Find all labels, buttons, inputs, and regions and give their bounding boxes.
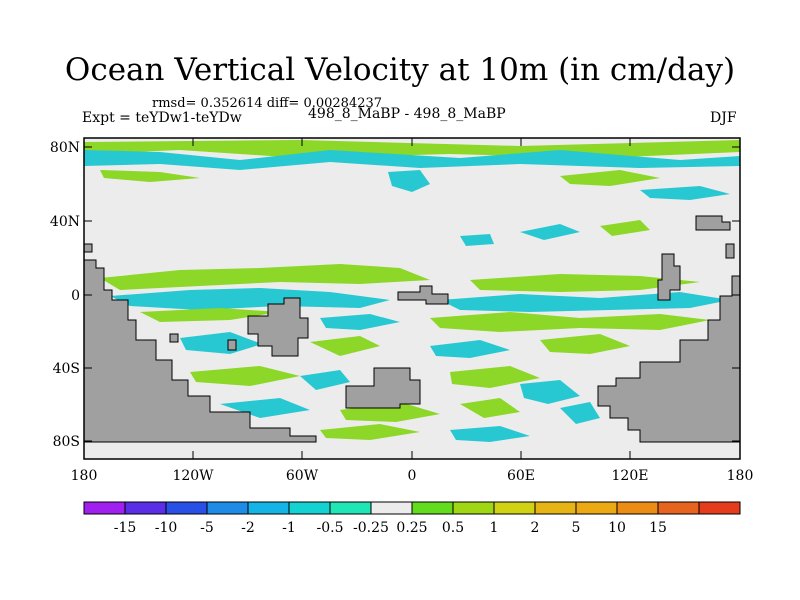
colorbar-swatch xyxy=(698,501,741,515)
land-small-island xyxy=(169,333,179,343)
negative-anomaly xyxy=(430,340,510,358)
positive-anomaly xyxy=(430,312,710,332)
season-label: DJF xyxy=(710,110,737,126)
land-equatorial-island xyxy=(397,285,449,305)
colorbar-swatch xyxy=(575,501,618,515)
lon-tick-label: 120E xyxy=(612,468,649,484)
positive-anomaly xyxy=(460,398,520,418)
colorbar-swatch xyxy=(616,501,659,515)
lon-tick-label: 180 xyxy=(727,468,754,484)
lon-tick-label: 180 xyxy=(71,468,98,484)
lon-tick-label: 60W xyxy=(286,468,319,484)
land-northeast-island xyxy=(695,215,731,231)
land-west-landmass xyxy=(83,259,317,443)
positive-anomaly xyxy=(140,308,280,322)
colorbar-label: -0.25 xyxy=(353,520,389,536)
colorbar-swatch xyxy=(288,501,331,515)
colorbar-label: 2 xyxy=(531,520,540,536)
land-masses xyxy=(83,215,741,443)
colorbar-swatch xyxy=(124,501,167,515)
negative-anomaly xyxy=(520,224,580,240)
land-small-island xyxy=(83,243,93,253)
negative-anomaly xyxy=(520,380,580,404)
lat-tick-label: 0 xyxy=(71,288,80,304)
lat-tick-label: 80N xyxy=(50,140,80,156)
colorbar-label: -1 xyxy=(282,520,296,536)
lat-tick-label: 40N xyxy=(50,214,80,230)
positive-anomaly xyxy=(540,334,630,354)
lon-axis xyxy=(83,138,741,459)
lat-axis xyxy=(84,146,740,442)
colorbar-label: 0.5 xyxy=(442,520,464,536)
negative-anomaly xyxy=(460,234,494,246)
colorbar-swatch xyxy=(329,501,372,515)
lon-tick-label: 120W xyxy=(172,468,214,484)
colorbar-label: -2 xyxy=(241,520,255,536)
colorbar-swatch xyxy=(83,501,126,515)
land-small-island xyxy=(725,243,735,259)
lon-tick-label: 60E xyxy=(507,468,535,484)
land-southern-continent xyxy=(345,367,421,409)
colorbar-label: 5 xyxy=(572,520,581,536)
colorbar-label: -10 xyxy=(155,520,178,536)
colorbar-swatch xyxy=(411,501,454,515)
positive-anomaly xyxy=(100,264,430,290)
colorbar-swatch xyxy=(452,501,495,515)
run-comparison-label: 498_8_MaBP - 498_8_MaBP xyxy=(308,106,506,122)
land-east-landmass xyxy=(597,275,741,443)
positive-anomaly xyxy=(310,336,380,356)
colorbar-label: 0.25 xyxy=(396,520,427,536)
positive-anomaly xyxy=(190,366,300,386)
colorbar-swatch xyxy=(657,501,700,515)
colorbar-swatch xyxy=(165,501,208,515)
negative-anomaly xyxy=(450,426,530,442)
colorbar-label: 15 xyxy=(649,520,667,536)
positive-anomaly xyxy=(100,170,200,182)
negative-anomaly xyxy=(560,402,600,424)
positive-anomaly xyxy=(600,220,650,236)
negative-anomaly xyxy=(180,332,262,354)
positive-anomaly xyxy=(560,170,660,186)
colorbar-label: 1 xyxy=(490,520,499,536)
colorbar-swatch xyxy=(534,501,577,515)
negative-anomaly xyxy=(640,186,730,200)
colorbar-label: 10 xyxy=(608,520,626,536)
map-title: Ocean Vertical Velocity at 10m (in cm/da… xyxy=(64,52,736,88)
lon-tick-label: 0 xyxy=(408,468,417,484)
colorbar-label: -5 xyxy=(200,520,214,536)
colorbar-swatch xyxy=(370,501,413,515)
rmsd-diff-stats: rmsd= 0.352614 diff= 0.00284237 xyxy=(152,96,383,111)
colorbar-label: -0.5 xyxy=(317,520,344,536)
land-small-island xyxy=(227,339,237,351)
lat-tick-label: 80S xyxy=(53,434,80,450)
negative-anomaly xyxy=(84,150,740,170)
land-eastern-island xyxy=(657,253,681,301)
lon-labels: 180 120W 60W 0 60E 120E 180 xyxy=(71,468,754,484)
land-south-central-landmass xyxy=(247,297,309,357)
lat-tick-label: 40S xyxy=(53,361,80,377)
colorbar-swatch xyxy=(493,501,536,515)
colorbar-label: -15 xyxy=(114,520,137,536)
colorbar-swatch xyxy=(206,501,249,515)
negative-anomaly xyxy=(388,170,430,192)
lat-labels: 80N 40N 0 40S 80S xyxy=(50,140,80,450)
negative-anomaly xyxy=(110,288,390,310)
colorbar-swatch xyxy=(247,501,290,515)
positive-anomaly xyxy=(320,424,420,440)
experiment-label: Expt = teYDw1-teYDw xyxy=(82,110,242,126)
negative-anomaly xyxy=(220,398,310,418)
negative-anomaly xyxy=(300,370,350,390)
colorbar xyxy=(83,501,741,515)
colorbar-labels: -15 -10 -5 -2 -1 -0.5 -0.25 0.25 0.5 1 2 5 10 15 xyxy=(114,520,667,536)
positive-anomaly xyxy=(470,274,700,292)
negative-anomaly xyxy=(320,314,400,330)
positive-anomaly xyxy=(450,366,540,388)
